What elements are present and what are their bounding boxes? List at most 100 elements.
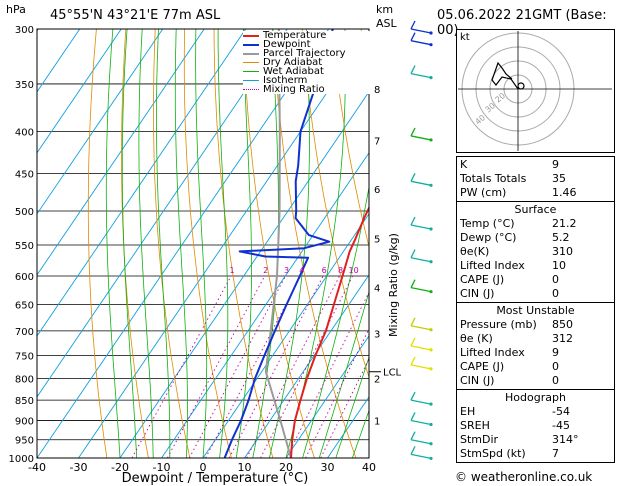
index-label: θe(K) (460, 245, 490, 258)
most-unstable-row: Lifted Index 9 (460, 346, 611, 360)
temperature-tick-label: 0 (200, 461, 207, 474)
wind-barb-icon (410, 439, 432, 445)
index-row-pw: PW (cm) 1.46 (460, 186, 611, 200)
legend-label: Dewpoint (263, 39, 311, 50)
index-value: 9 (552, 158, 559, 171)
mixing-ratio-line (228, 275, 324, 458)
wind-barb-icon (410, 412, 416, 421)
temperature-tick-label: -10 (153, 461, 171, 474)
dry-adiabat-line (301, 29, 369, 379)
wet-adiabat-line (121, 29, 137, 458)
legend-swatch (243, 62, 259, 63)
mixing-ratio-line (286, 291, 369, 458)
legend-label: Mixing Ratio (263, 84, 325, 95)
wind-barb-icon (410, 419, 432, 426)
wet-adiabat-line (217, 29, 229, 458)
wind-barb-icon (429, 260, 433, 264)
legend-label: Dry Adiabat (263, 57, 323, 68)
index-label: CAPE (J) (460, 273, 505, 286)
legend-swatch (243, 89, 259, 90)
isotherm-line (285, 335, 369, 458)
temperature-line (290, 205, 369, 458)
wind-barb-icon (429, 402, 433, 406)
mixing-ratio-line (305, 327, 369, 458)
wind-barb-icon (410, 391, 416, 401)
mixing-ratio-label: 15 (373, 266, 383, 275)
legend-swatch (243, 34, 259, 37)
indices-panel: K 9 Totals Totals 35 PW (cm) 1.46 Surfac… (456, 156, 615, 463)
wet-adiabat-line (105, 29, 121, 458)
legend-swatch (243, 43, 259, 46)
wind-barb-icon (429, 31, 433, 35)
surface-row: θe(K) 310 (460, 245, 611, 259)
dry-adiabat-line (272, 29, 357, 458)
index-value: 312 (552, 332, 573, 345)
pressure-tick-label: 750 (15, 351, 34, 362)
wind-barb-icon (410, 325, 432, 331)
wind-barb-icon (429, 75, 433, 80)
index-label: CIN (J) (460, 374, 495, 387)
wet-adiabat-line (352, 409, 369, 458)
surface-box: Surface Temp (°C) 21.2 Dewp (°C) 5.2 θe(… (456, 202, 615, 303)
mixing-ratio-line (188, 275, 286, 458)
height-km-label: 8 (374, 85, 380, 96)
wind-barb-icon (429, 456, 433, 461)
legend-label: Isotherm (263, 75, 308, 86)
height-km-label: 2 (374, 374, 380, 385)
isotherm-line (37, 29, 164, 215)
index-row-totals: Totals Totals 35 (460, 172, 611, 186)
hodograph-box: Hodograph EH -54 SREH -45 StmDir 314° St… (456, 390, 615, 463)
legend-label: Parcel Trajectory (263, 48, 346, 59)
mixing-ratio-line (166, 275, 266, 458)
index-value: 310 (552, 245, 573, 258)
wind-barb-icon (429, 43, 433, 47)
wind-barb-icon (410, 65, 416, 74)
index-value: 35 (552, 172, 566, 185)
wind-barb-icon (410, 337, 416, 347)
pressure-unit-label: hPa (6, 3, 26, 16)
index-label: CAPE (J) (460, 360, 505, 373)
wind-barb-icon (410, 224, 432, 230)
wind-barb-icon (410, 180, 432, 186)
wet-adiabat-line (318, 290, 369, 458)
height-km-label: 7 (374, 136, 380, 147)
pressure-tick-label: 1000 (9, 454, 34, 465)
dry-adiabat-line (331, 29, 369, 249)
parcel-trajectory-line (264, 29, 292, 458)
surface-title: Surface (514, 203, 557, 216)
isotherm-line (244, 274, 369, 458)
temperature-tick-label: 30 (321, 461, 335, 474)
hodograph-storm-motion (517, 82, 525, 90)
indices-top-box: K 9 Totals Totals 35 PW (cm) 1.46 (456, 156, 615, 202)
height-km-label: 4 (374, 284, 380, 295)
index-value: 0 (552, 360, 559, 373)
pressure-tick-label: 950 (15, 436, 34, 447)
index-value: 10 (552, 259, 566, 272)
isotherm-line (37, 29, 122, 154)
index-value: 0 (552, 287, 559, 300)
wet-adiabat-line (156, 29, 171, 458)
pressure-tick-label: 600 (15, 272, 34, 283)
lcl-label: LCL (383, 368, 402, 379)
legend-swatch (243, 52, 259, 55)
wind-barb-icon (410, 446, 416, 455)
wind-barb-icon (429, 183, 433, 187)
surface-row: CIN (J) 0 (460, 287, 611, 301)
location-title: 45°55'N 43°21'E 77m ASL (50, 8, 221, 23)
wind-barb-icon (410, 32, 416, 41)
isotherm-line (37, 29, 81, 93)
legend-item-parcel: Parcel Trajectory (243, 48, 371, 59)
index-label: EH (460, 405, 476, 418)
wet-adiabat-line (174, 29, 188, 458)
wind-barb-icon (410, 40, 432, 46)
isotherm-line (37, 29, 247, 337)
pressure-tick-label: 400 (15, 128, 34, 139)
wind-barb-icon (410, 20, 416, 30)
pressure-tick-label: 350 (15, 80, 34, 91)
asl-label: ASL (376, 17, 397, 30)
index-label: K (460, 158, 468, 171)
temperature-tick-label: 10 (238, 461, 252, 474)
temperature-tick-label: 20 (279, 461, 293, 474)
most-unstable-title: Most Unstable (496, 304, 575, 317)
legend-label: Wet Adiabat (263, 66, 324, 77)
